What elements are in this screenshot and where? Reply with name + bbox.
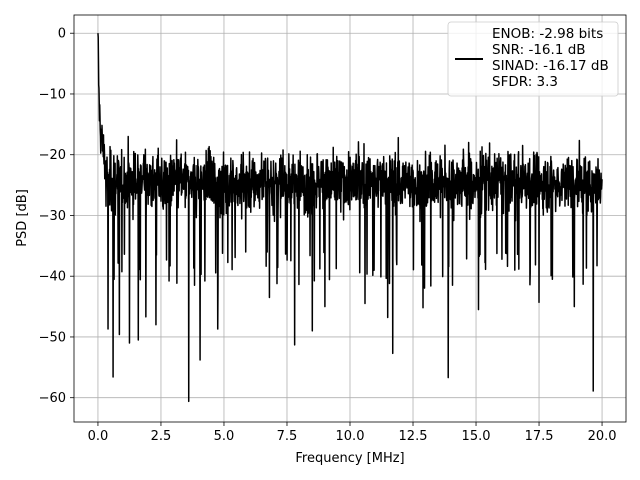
legend-entry: SFDR: 3.3 (492, 74, 558, 90)
y-tick-label: 0 (58, 27, 66, 42)
x-tick-label: 10.0 (336, 429, 365, 444)
x-tick-label: 15.0 (462, 429, 491, 444)
y-tick-label: −20 (39, 148, 66, 163)
x-tick-label: 12.5 (399, 429, 428, 444)
x-axis: 0.0 2.5 5.0 7.5 10.0 12.5 15.0 17.5 20.0 (88, 422, 617, 444)
legend-entry: ENOB: -2.98 bits (492, 26, 603, 42)
y-tick-label: −40 (39, 270, 66, 285)
legend-box (447, 21, 619, 97)
legend-entry: SNR: -16.1 dB (492, 42, 586, 58)
x-tick-label: 2.5 (151, 429, 172, 444)
y-tick-label: −10 (39, 87, 66, 102)
x-tick-label: 20.0 (588, 429, 617, 444)
x-tick-label: 5.0 (214, 429, 235, 444)
legend-entry: SINAD: -16.17 dB (492, 58, 609, 74)
y-tick-label: −30 (39, 209, 66, 224)
x-tick-label: 0.0 (88, 429, 109, 444)
psd-series-line (97, 33, 603, 403)
y-tick-label: −60 (39, 391, 66, 406)
x-axis-label: Frequency [MHz] (295, 451, 404, 466)
y-tick-label: −50 (39, 330, 66, 345)
y-axis: 0 −10 −20 −30 −40 −50 −60 (39, 27, 74, 406)
x-tick-label: 17.5 (525, 429, 554, 444)
y-axis-label: PSD [dB] (15, 189, 30, 247)
x-tick-label: 7.5 (277, 429, 298, 444)
